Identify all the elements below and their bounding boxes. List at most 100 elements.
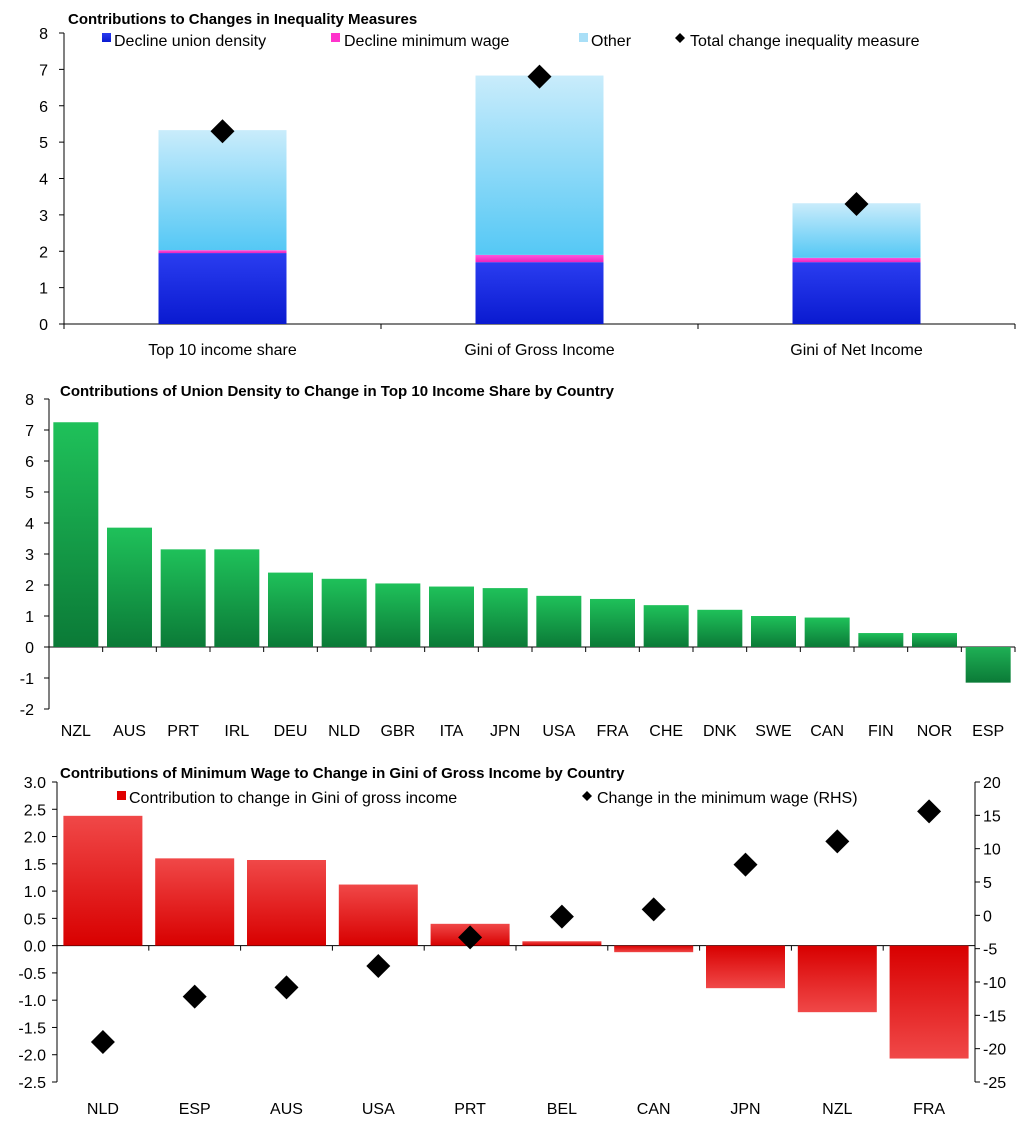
x-tick-label: Gini of Gross Income (464, 342, 614, 359)
marker-minimum-wage-change-aus (274, 975, 299, 1000)
y-tick-label: 6 (39, 99, 48, 116)
legend-swatch-gini-contribution (117, 791, 126, 800)
bar-jpn (482, 588, 528, 647)
bar-decline-minimum-wage-top-10-income-share (158, 250, 287, 254)
bar-irl (214, 549, 260, 647)
x-tick-label: GBR (380, 723, 415, 740)
marker-total-change-inequality-measure-top-10-income-share (210, 119, 235, 144)
bar-gbr (375, 583, 421, 647)
marker-minimum-wage-change-can (641, 897, 666, 922)
y-tick-label: 1.5 (24, 857, 46, 874)
bar-esp (155, 858, 235, 946)
marker-minimum-wage-change-nld (90, 1030, 115, 1054)
legend-marker-minimum-wage-change (582, 791, 592, 801)
y-tick-label: 0 (39, 317, 48, 334)
y2-tick-label: 5 (983, 875, 992, 892)
y-tick-label: 3.0 (24, 775, 46, 792)
y-tick-label: -1.0 (18, 993, 46, 1010)
x-tick-label: DEU (274, 723, 308, 740)
y-tick-label: 8 (25, 392, 34, 409)
x-tick-label: DNK (703, 723, 737, 740)
x-tick-label: AUS (270, 1101, 303, 1118)
y-tick-label: 2.0 (24, 830, 46, 847)
y-tick-label: 5 (39, 135, 48, 152)
y-tick-label: 7 (39, 62, 48, 79)
marker-minimum-wage-change-fra (917, 799, 942, 824)
bar-decline-minimum-wage-gini-of-net-income (792, 257, 921, 263)
bar-swe (751, 616, 796, 647)
y-tick-label: 5 (25, 485, 34, 502)
bar-nld (321, 578, 367, 647)
y2-tick-label: 15 (983, 808, 1001, 825)
legend-swatch-union-density (102, 33, 111, 42)
marker-minimum-wage-change-bel (549, 904, 574, 929)
panel-minimum-wage-by-country: Contributions of Minimum Wage to Change … (18, 765, 1006, 1118)
bar-ita (429, 586, 474, 647)
bar-usa (536, 595, 582, 647)
chart-title: Contributions of Union Density to Change… (60, 383, 615, 400)
x-tick-label: NZL (61, 723, 91, 740)
x-tick-label: NLD (328, 723, 360, 740)
y2-tick-label: -25 (983, 1075, 1006, 1092)
bar-fra (889, 945, 969, 1059)
bar-decline-union-density-top-10-income-share (158, 253, 287, 324)
marker-minimum-wage-change-esp (182, 984, 207, 1009)
bar-deu (268, 572, 313, 647)
bar-nzl (53, 422, 99, 647)
bar-nzl (797, 945, 877, 1013)
x-tick-label: IRL (224, 723, 249, 740)
y-tick-label: 0.5 (24, 911, 46, 928)
legend-label-gini-contribution: Contribution to change in Gini of gross … (129, 790, 457, 807)
marker-total-change-inequality-measure-gini-of-net-income (844, 191, 869, 216)
bar-aus (107, 527, 152, 647)
legend-label-other: Other (591, 33, 632, 50)
x-tick-label: JPN (730, 1101, 760, 1118)
bar-dnk (697, 609, 743, 647)
bar-nld (63, 815, 143, 946)
chart-title: Contributions to Changes in Inequality M… (68, 11, 417, 28)
y-tick-label: 2 (39, 244, 48, 261)
y2-tick-label: -15 (983, 1008, 1006, 1025)
legend-swatch-minimum-wage (331, 33, 340, 42)
bar-che (643, 605, 689, 647)
bar-aus (247, 860, 326, 946)
marker-minimum-wage-change-jpn (733, 852, 758, 877)
x-tick-label: CHE (649, 723, 683, 740)
bar-decline-union-density-gini-of-gross-income (475, 262, 604, 324)
marker-minimum-wage-change-prt (458, 925, 483, 950)
bar-can (804, 617, 850, 647)
y-tick-label: 1.0 (24, 884, 46, 901)
x-tick-label: FRA (597, 723, 629, 740)
y2-tick-label: 10 (983, 842, 1001, 859)
panel-union-density-by-country: Contributions of Union Density to Change… (20, 383, 1016, 740)
y2-tick-label: 0 (983, 908, 992, 925)
y-tick-label: 2.5 (24, 802, 46, 819)
y2-tick-label: 20 (983, 775, 1001, 792)
x-tick-label: PRT (167, 723, 199, 740)
y-tick-label: 0 (25, 640, 34, 657)
y2-tick-label: -5 (983, 942, 997, 959)
chart-title: Contributions of Minimum Wage to Change … (60, 765, 625, 782)
y-tick-label: 2 (25, 578, 34, 595)
bar-prt (160, 549, 206, 647)
y-tick-label: 0.0 (24, 939, 46, 956)
marker-minimum-wage-change-usa (366, 954, 391, 978)
bar-other-gini-of-gross-income (475, 75, 604, 255)
y-tick-label: 4 (25, 516, 34, 533)
legend-label-minimum-wage: Decline minimum wage (344, 33, 509, 50)
x-tick-label: Gini of Net Income (790, 342, 923, 359)
bar-bel (522, 941, 602, 946)
x-tick-label: NLD (87, 1101, 119, 1118)
y-tick-label: -1.5 (18, 1020, 46, 1037)
y-tick-label: 1 (25, 609, 34, 626)
x-tick-label: USA (542, 723, 575, 740)
y-tick-label: 3 (39, 208, 48, 225)
x-tick-label: JPN (490, 723, 520, 740)
x-tick-label: NOR (917, 723, 953, 740)
legend: Decline union density Decline minimum wa… (102, 33, 920, 50)
bar-jpn (706, 945, 785, 989)
bar-fin (858, 633, 904, 647)
legend-label-total-change: Total change inequality measure (690, 33, 920, 50)
y-tick-label: 8 (39, 26, 48, 43)
x-tick-label: FIN (868, 723, 894, 740)
